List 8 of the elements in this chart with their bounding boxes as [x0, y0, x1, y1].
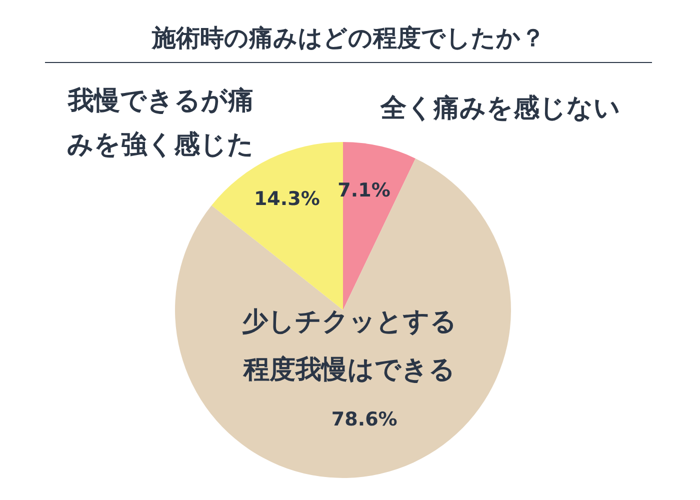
slice-label: 我慢できるが痛みを強く感じた [67, 86, 254, 160]
data-label: 7.1% [338, 179, 390, 202]
slice-label: 少しチクッとする程度我慢はできる [242, 307, 457, 386]
slice-label: 全く痛みを感じない [380, 94, 621, 124]
chart-title: 施術時の痛みはどの程度でしたか？ [45, 22, 652, 63]
pie-slice [175, 158, 511, 478]
data-label: 78.6% [331, 408, 398, 431]
data-label: 14.3% [254, 188, 320, 210]
